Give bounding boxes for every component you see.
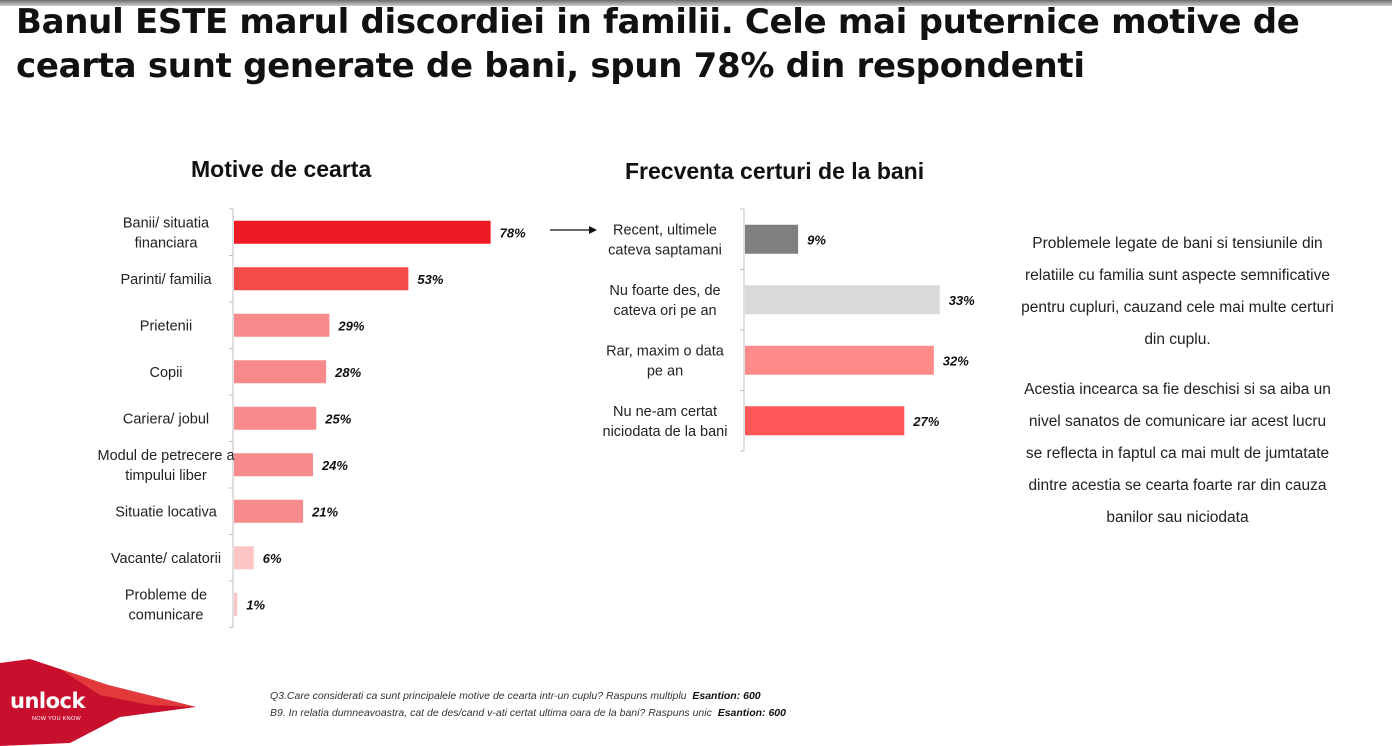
motive-category-label: Vacante/ calatorii [111,551,221,567]
motive-category-label: Modul de petrecere a [97,448,235,464]
top-border [0,0,1392,6]
motive-category-label: Situatie locativa [115,504,217,520]
motive-bar [234,406,317,430]
footnote-q3-text: Q3.Care considerati ca sunt principalele… [270,690,687,702]
frecventa-bar [745,345,934,375]
chart-title-frecventa: Frecventa certuri de la bani [625,158,925,184]
arrow-connector [550,226,597,234]
motive-bar [234,267,409,291]
motive-category-label: Parinti/ familia [120,272,212,288]
logo-shape-icon [0,659,196,746]
footnote-b9-text: B9. In relatia dumneavoastra, cat de des… [270,707,712,719]
frecventa-category-label: pe an [647,363,683,379]
footnote-b9-sample: Esantion: 600 [717,707,786,719]
motive-value-label: 53% [417,272,443,287]
logo-wordmark: unlock [10,689,85,713]
motive-value-label: 21% [311,504,338,519]
frecventa-value-label: 9% [807,232,826,247]
motive-category-label: Prietenii [140,318,192,334]
footnote-q3: Q3.Care considerati ca sunt principalele… [270,690,761,702]
motive-category-label: comunicare [129,607,204,623]
frecventa-category-label: niciodata de la bani [603,424,728,440]
frecventa-category-label: Rar, maxim o data [606,343,725,359]
summary-paragraph-2: Acestia incearca sa fie deschisi si sa a… [1024,381,1331,526]
chart-motive-de-cearta: 78% Banii/ situatia financiara 53% Parinti/ … [97,208,526,628]
motive-bar [234,220,491,244]
motive-category-label: Cariera/ jobul [123,411,209,427]
motive-bar [234,592,238,616]
footnote-b9: B9. In relatia dumneavoastra, cat de des… [270,707,786,719]
motive-value-label: 28% [334,365,361,380]
motive-bar [234,499,304,523]
chart-frecventa-certuri: 9% Recent, ultimele cateva saptamani 33% Nu … [603,208,975,452]
motive-bar [234,546,254,570]
footnote-q3-sample: Esantion: 600 [692,690,761,702]
frecventa-category-label: Nu foarte des, de [609,283,720,299]
motive-category-label: Copii [149,365,182,381]
motive-value-label: 78% [500,225,526,240]
frecventa-bar [745,224,799,254]
motive-category-label: timpului liber [125,468,207,484]
motive-category-label: financiara [135,235,199,251]
frecventa-category-label: Nu ne-am certat [613,404,717,420]
frecventa-category-label: cateva ori pe an [613,303,716,319]
motive-value-label: 6% [263,551,282,566]
frecventa-value-label: 32% [943,353,969,368]
frecventa-bar [745,285,940,315]
arrow-head-icon [589,226,597,234]
motive-value-label: 25% [324,411,351,426]
frecventa-category-label: cateva saptamani [608,242,722,258]
motive-bar [234,453,313,477]
motive-category-label: Banii/ situatia [123,215,210,231]
motive-value-label: 1% [246,597,265,612]
frecventa-value-label: 33% [949,293,975,308]
chart-title-motive: Motive de cearta [191,156,372,182]
motive-bar [234,313,330,337]
summary-paragraph-1: Problemele legate de bani si tensiunile … [1021,235,1334,348]
motive-category-label: Probleme de [125,587,207,603]
frecventa-category-label: Recent, ultimele [613,222,717,238]
frecventa-value-label: 27% [912,414,939,429]
unlock-logo: unlock NOW YOU KNOW [0,655,200,746]
motive-value-label: 24% [321,458,348,473]
logo-tagline: NOW YOU KNOW [32,716,82,722]
frecventa-bar [745,406,905,436]
page-title: Banul ESTE marul discordiei in familii. … [16,2,1300,86]
motive-bar [234,360,327,384]
motive-value-label: 29% [337,318,364,333]
